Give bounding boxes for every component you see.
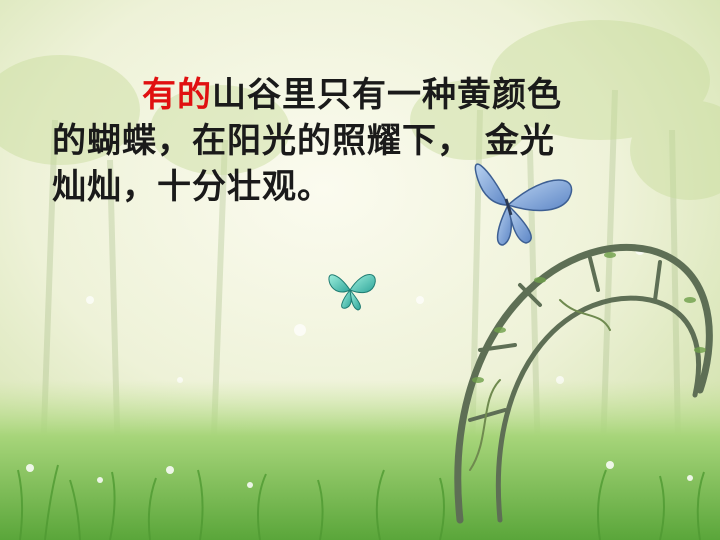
arch-leaves <box>472 252 706 383</box>
slide-text: 有的山谷里只有一种黄颜色 的蝴蝶，在阳光的照耀下， 金光 灿灿，十分壮观。 <box>52 72 632 210</box>
grass-blades <box>17 464 705 540</box>
butterfly-icon <box>328 274 376 311</box>
text-line-1: 有的山谷里只有一种黄颜色 <box>52 72 632 118</box>
text-line-1-rest: 山谷里只有一种黄颜色 <box>212 75 562 115</box>
grass-field <box>0 380 720 540</box>
foliage <box>0 20 720 200</box>
butterfly-icon <box>474 163 573 246</box>
text-line-3: 灿灿，十分壮观。 <box>52 167 332 207</box>
arch-icon <box>454 244 713 524</box>
highlighted-phrase: 有的 <box>142 75 212 115</box>
flowers <box>26 461 693 488</box>
text-line-2: 的蝴蝶，在阳光的照耀下， 金光 <box>52 121 555 161</box>
